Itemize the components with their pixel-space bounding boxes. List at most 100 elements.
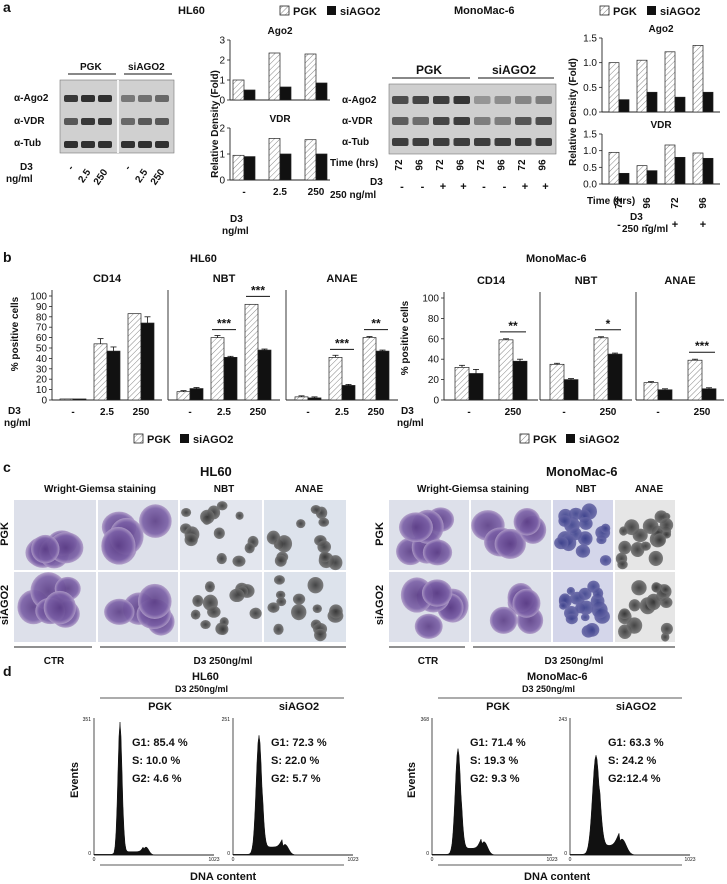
hl60-western-blot: PGK siAGO2 α-Ago2 α-VDR α-Tub D3 ng/ml -… [6, 62, 175, 187]
blot-band [453, 138, 470, 146]
cell [584, 623, 600, 637]
hl60-blot-title: HL60 [178, 5, 205, 17]
mm6-treat-mark: - [503, 181, 507, 193]
cell [317, 540, 332, 554]
blot-band [155, 95, 169, 102]
cell [249, 607, 262, 620]
chart-mm6-nbt: NBT - 250 * [539, 275, 632, 418]
b-hl60-ylabel: % positive cells [10, 296, 21, 371]
bar-pgk [244, 303, 259, 401]
hl60-chart-unit-label: ng/ml [222, 226, 249, 237]
d-hl60-xlabel: DNA content [190, 871, 257, 883]
dna-histogram [232, 735, 353, 856]
mm6-density-ylabel: Relative Density (Fold) [568, 58, 579, 166]
category-label: 250 [133, 407, 150, 418]
chart-mm6-anae: ANAE - 250 *** [635, 275, 724, 418]
chart-title: VDR [269, 114, 291, 125]
significance-stars: *** [251, 283, 265, 297]
micro-ctr-label: CTR [418, 656, 439, 667]
blot-band [412, 96, 429, 104]
chart-hl60-ago2: Ago2 0 1 2 3 [219, 26, 330, 107]
chart-mm6-vdr: VDR 0.0 0.5 1.0 1.5 [583, 120, 720, 191]
y-tick-label: 100 [422, 294, 439, 305]
blot-band [515, 138, 532, 146]
histogram-g1: G1: 71.4 % [470, 737, 526, 749]
chart-title: VDR [650, 120, 672, 131]
bar-pgk [127, 313, 142, 401]
blot-band [155, 141, 169, 148]
significance-stars: ** [371, 317, 381, 331]
histogram-label: PGK [148, 701, 172, 713]
cell [628, 599, 641, 612]
dna-histogram [431, 748, 552, 856]
mm6-time-tick: 96 [497, 159, 508, 171]
histogram-ymax: 243 [559, 717, 568, 723]
hl60-density-ylabel: Relative Density (Fold) [210, 70, 221, 178]
histogram-g2: G2:12.4 % [608, 773, 661, 785]
blot-band [138, 95, 152, 102]
b-hl60-unit-label: ng/ml [4, 418, 31, 429]
blot-band [494, 117, 511, 125]
cell [319, 551, 331, 563]
cell [619, 526, 628, 536]
mm6-chart-time-tick: 96 [698, 197, 709, 209]
cell [273, 623, 284, 635]
cell [31, 534, 60, 564]
significance-stars: ** [508, 319, 518, 333]
chart-hl60-vdr: VDR 0 1 2 - 2.5 250 [219, 114, 330, 198]
y-tick-label: 0.0 [583, 180, 597, 191]
blot-band [98, 118, 112, 125]
bar-siago2 [315, 82, 328, 101]
bar-pgk [232, 154, 245, 181]
bar-pgk [454, 367, 470, 401]
mm6-treat-mark: + [440, 181, 446, 193]
y-tick-label: 70 [36, 323, 48, 334]
y-tick-label: 100 [30, 292, 47, 303]
cell [579, 517, 593, 530]
blot-band [392, 96, 409, 104]
cell [422, 539, 453, 566]
bar-pgk [498, 339, 514, 401]
histogram-s: S: 19.3 % [470, 755, 519, 767]
histogram-xmin: 0 [569, 857, 572, 863]
y-tick-label: 3 [219, 36, 225, 47]
mm6-chart-treat-mark: - [617, 219, 621, 231]
cell [328, 555, 343, 571]
hl60-micrographs: Wright-Giemsa staining NBT ANAE PGK siAGO2 CT… [0, 484, 346, 667]
blot-band [474, 96, 491, 104]
mm6-time-tick: 96 [415, 159, 426, 171]
histogram-g1: G1: 72.3 % [271, 737, 327, 749]
blot-band [474, 117, 491, 125]
bar-pgk [692, 45, 704, 113]
mm6-chart-time-tick: 72 [614, 197, 625, 209]
histogram-xmin: 0 [232, 857, 235, 863]
micro-row-pgk: PGK [374, 522, 386, 546]
category-label: - [188, 407, 191, 418]
bar-siago2 [468, 373, 484, 401]
cell [648, 550, 663, 567]
cell [296, 519, 306, 529]
histogram-label: siAGO2 [279, 701, 319, 713]
bar-pgk [268, 52, 281, 101]
bar-siago2 [106, 350, 121, 401]
histogram-g2: G2: 9.3 % [470, 773, 520, 785]
cell [414, 613, 443, 639]
blot-band [121, 118, 135, 125]
cell [139, 504, 172, 538]
chart-title: CD14 [93, 273, 122, 285]
blot-band [64, 141, 78, 148]
y-tick-label: 80 [428, 314, 440, 325]
histogram-hl60-siago2: siAGO2 251 00 1023 G1: 72.3 % S: 22.0 % G2: 5.… [222, 701, 359, 863]
y-tick-label: 2 [219, 124, 225, 135]
legend-si-label-2: siAGO2 [660, 6, 700, 18]
mm6-chart-time-tick: 72 [670, 197, 681, 209]
histogram-ymin: 0 [564, 851, 567, 857]
cell [318, 517, 330, 527]
cell [204, 581, 215, 593]
y-tick-label: 1 [219, 150, 225, 161]
mm6-blot-title: MonoMac-6 [454, 5, 515, 17]
chart-mm6-cd14: CD14 0 20 40 60 80 100 - 250 ** [422, 275, 538, 418]
y-tick-label: 1.0 [583, 58, 597, 69]
bar-siago2 [189, 388, 204, 401]
cell [276, 597, 287, 607]
